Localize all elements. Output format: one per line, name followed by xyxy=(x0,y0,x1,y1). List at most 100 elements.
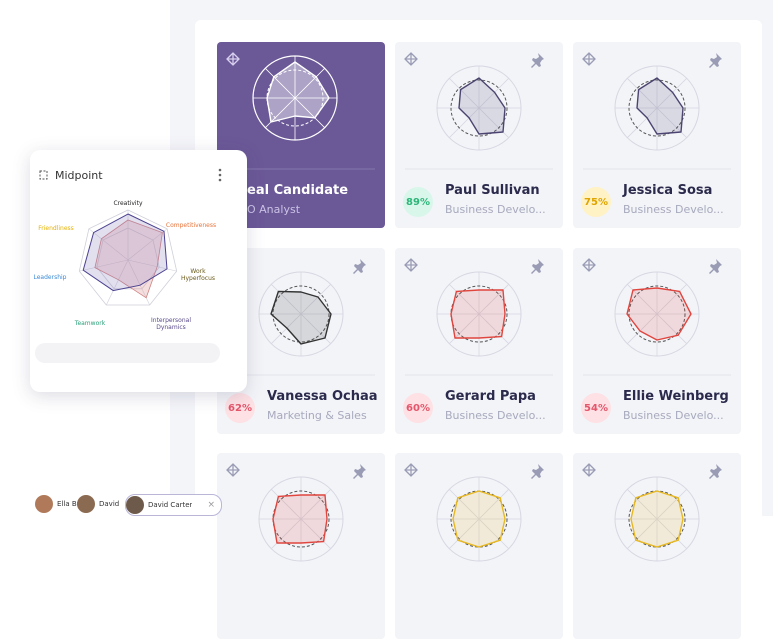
radar-spoke xyxy=(478,78,509,109)
candidate-card[interactable]: eal Candidate O Analyst xyxy=(217,42,385,228)
kebab-menu[interactable] xyxy=(218,168,222,182)
pin-icon-path xyxy=(531,464,544,479)
move-icon[interactable] xyxy=(226,52,240,66)
midpoint-panel: Midpoint Creativity Competitiveness Work H… xyxy=(30,150,247,516)
pin-icon-path xyxy=(531,259,544,274)
move-icon[interactable] xyxy=(582,52,596,66)
move-icon-path xyxy=(404,463,418,477)
pin-icon-path xyxy=(709,259,722,274)
radar-spoke xyxy=(627,78,658,109)
candidate-card[interactable]: Jessica Sosa Business Develo... 75% xyxy=(573,42,741,228)
move-icon[interactable] xyxy=(404,258,418,272)
radar-spoke xyxy=(271,313,302,344)
pin-icon-path xyxy=(353,464,366,479)
radar-spoke xyxy=(265,68,296,99)
radar-reference xyxy=(628,285,686,343)
radar-spoke xyxy=(449,78,480,109)
pin-icon[interactable] xyxy=(531,53,544,68)
pin-icon[interactable] xyxy=(531,464,544,479)
panel-title: Midpoint xyxy=(55,169,103,182)
radar-shape xyxy=(626,287,692,341)
radar-shape xyxy=(450,289,506,339)
candidate-card[interactable] xyxy=(573,453,741,639)
candidate-card[interactable]: Gerard Papa Business Develo... 60% xyxy=(395,248,563,434)
panel-radar-ring xyxy=(78,209,178,306)
pin-icon-path xyxy=(709,464,722,479)
radar-shape xyxy=(452,490,506,548)
pin-icon-path xyxy=(531,53,544,68)
score-badge: 62% xyxy=(225,393,255,423)
candidate-card[interactable] xyxy=(395,453,563,639)
card-graphics xyxy=(226,52,375,170)
pin-icon[interactable] xyxy=(353,464,366,479)
chip-name: David Carter xyxy=(148,501,193,509)
panel-graphics xyxy=(35,168,222,363)
avatar xyxy=(126,496,144,514)
axis-label: Work Hyperfocus xyxy=(180,268,216,282)
panel-icon xyxy=(39,170,48,180)
candidate-card[interactable]: Ellie Weinberg Business Develo... 54% xyxy=(573,248,741,434)
avatar xyxy=(77,495,95,513)
score-badge: 54% xyxy=(581,393,611,423)
radar-spoke xyxy=(656,78,687,109)
chip-remove[interactable]: × xyxy=(207,500,215,510)
radar-shape xyxy=(458,77,506,135)
candidate-card[interactable]: Paul Sullivan Business Develo... 89% xyxy=(395,42,563,228)
move-icon[interactable] xyxy=(582,258,596,272)
pin-icon[interactable] xyxy=(531,259,544,274)
chip-name: Ella Bu xyxy=(57,500,82,508)
pin-icon[interactable] xyxy=(709,464,722,479)
candidate-role: Business Develo... xyxy=(445,409,546,422)
move-icon[interactable] xyxy=(226,463,240,477)
card-graphics xyxy=(404,258,553,376)
person-chip[interactable]: David Carter × xyxy=(125,494,222,516)
panel-radar-spoke xyxy=(79,259,129,272)
candidate-role: Business Develo... xyxy=(623,409,724,422)
radar-spoke xyxy=(271,284,302,315)
candidate-card[interactable] xyxy=(217,453,385,639)
candidate-name: Ellie Weinberg xyxy=(623,389,729,404)
candidate-name: Paul Sullivan xyxy=(445,183,540,198)
card-graphics xyxy=(226,258,375,376)
radar-spoke xyxy=(656,489,687,520)
radar-spoke xyxy=(627,313,658,344)
radar-spoke xyxy=(478,284,509,315)
axis-label: Creativity xyxy=(113,200,143,207)
candidate-name: Vanessa Ochaa xyxy=(267,389,378,404)
move-icon[interactable] xyxy=(404,463,418,477)
axis-label: Competitiveness xyxy=(165,222,217,229)
radar-spoke xyxy=(294,68,325,99)
candidate-role: Marketing & Sales xyxy=(267,409,367,422)
score-badge: 75% xyxy=(581,187,611,217)
panel-radar-spoke xyxy=(127,228,168,261)
radar-reference xyxy=(628,79,686,137)
pin-icon[interactable] xyxy=(353,259,366,274)
panel-radar-spoke xyxy=(88,228,129,261)
radar-spoke xyxy=(656,107,687,138)
panel-radar-spoke xyxy=(106,259,129,306)
move-icon[interactable] xyxy=(582,463,596,477)
move-icon[interactable] xyxy=(404,52,418,66)
move-icon-path xyxy=(582,258,596,272)
panel-radar-shape xyxy=(94,219,163,299)
card-graphics xyxy=(226,463,366,562)
move-icon-path xyxy=(582,463,596,477)
person-chip[interactable]: Ella Bu xyxy=(35,494,85,514)
axis-label: Teamwork xyxy=(74,320,106,327)
pin-icon-path xyxy=(709,53,722,68)
radar-spoke xyxy=(627,284,658,315)
radar-shape xyxy=(630,490,684,548)
pin-icon[interactable] xyxy=(709,53,722,68)
person-chip[interactable]: David xyxy=(77,494,129,514)
radar-spoke xyxy=(265,97,296,128)
panel-radar-spoke xyxy=(127,259,177,272)
radar-spoke xyxy=(294,97,325,128)
panel-radar-shape xyxy=(82,213,168,292)
move-icon-path xyxy=(582,52,596,66)
radar-spoke xyxy=(656,313,687,344)
page: eal Candidate O Analyst Paul Sullivan Busin… xyxy=(30,0,773,639)
move-icon-path xyxy=(404,52,418,66)
radar-spoke xyxy=(478,313,509,344)
card-graphics xyxy=(582,52,731,170)
pin-icon[interactable] xyxy=(709,259,722,274)
